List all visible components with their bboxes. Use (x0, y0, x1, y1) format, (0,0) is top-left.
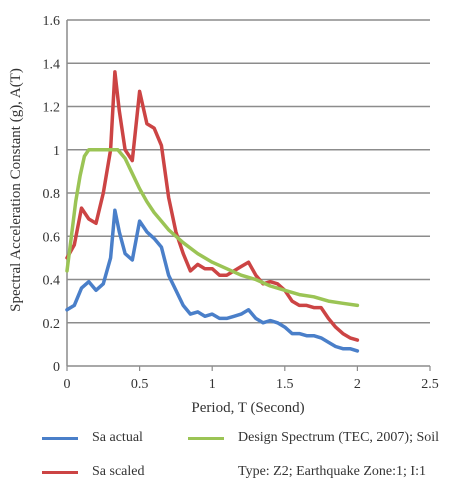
x-tick-label: 0 (64, 377, 71, 392)
series-line-sa-actual (65, 208, 360, 353)
series-line-design-spectrum-tec-2007-soil (65, 148, 360, 308)
y-tick-label: 0.2 (43, 317, 61, 332)
x-axis-label: Period, T (Second) (191, 400, 304, 416)
x-tick-label: 2 (354, 377, 361, 392)
y-tick-label: 1.6 (43, 14, 61, 29)
x-tick-label: 2.5 (421, 377, 439, 392)
tick-labels: 0 0.2 0.4 0.6 0.8 1 1.2 1.4 1.6 0 0.5 1 1.5 2 2.5 (43, 14, 439, 392)
x-tick-label: 1.5 (276, 377, 294, 392)
series-lines (65, 70, 360, 353)
grid-lines (67, 19, 430, 324)
y-tick-label: 0 (53, 360, 60, 375)
y-axis-label: Spectral Acceleration Constant (g), A(T) (8, 68, 24, 312)
y-tick-label: 1 (53, 144, 60, 159)
y-tick-label: 1.2 (43, 101, 61, 116)
x-tick-label: 1 (209, 377, 216, 392)
series-line-sa-scaled (65, 70, 360, 342)
x-tick-label: 0.5 (131, 377, 149, 392)
y-tick-label: 0.6 (43, 230, 61, 245)
y-tick-label: 1.4 (43, 57, 61, 72)
axes (66, 20, 431, 371)
y-tick-label: 0.4 (43, 274, 61, 289)
y-tick-label: 0.8 (43, 187, 61, 202)
